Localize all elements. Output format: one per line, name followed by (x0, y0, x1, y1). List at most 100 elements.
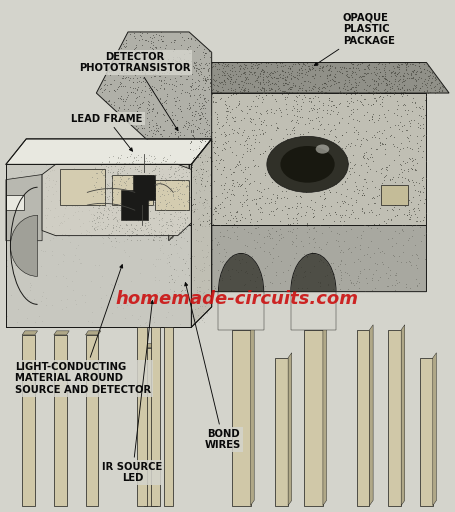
Point (134, 183, 141, 191)
Point (393, 271, 400, 280)
Point (407, 211, 415, 220)
Point (343, 89, 350, 97)
Point (139, 98, 146, 106)
Point (284, 80, 292, 89)
Point (150, 230, 157, 239)
Point (197, 115, 204, 123)
Point (430, 83, 437, 91)
Point (189, 101, 197, 109)
Point (347, 85, 354, 93)
Point (228, 113, 236, 121)
Point (272, 74, 279, 82)
Point (389, 140, 396, 148)
Point (106, 71, 113, 79)
Point (218, 83, 226, 91)
Point (234, 72, 242, 80)
Point (255, 222, 262, 230)
Point (93, 208, 101, 217)
Point (341, 75, 349, 83)
Point (273, 227, 280, 235)
Point (330, 120, 337, 129)
Point (192, 36, 199, 45)
Point (179, 172, 186, 180)
Point (122, 210, 130, 219)
Point (266, 230, 273, 238)
Point (235, 99, 243, 108)
Point (61, 251, 68, 259)
Point (251, 68, 258, 76)
Point (220, 77, 228, 86)
Point (214, 165, 221, 173)
Point (125, 232, 132, 240)
Point (134, 216, 142, 224)
Point (278, 234, 285, 242)
Point (201, 137, 208, 145)
Point (118, 55, 126, 63)
Point (386, 198, 393, 206)
Point (228, 105, 236, 114)
Point (155, 216, 162, 224)
Point (277, 148, 284, 157)
Point (105, 188, 112, 196)
Point (293, 107, 300, 115)
Point (232, 103, 239, 111)
Point (141, 194, 148, 202)
Point (206, 63, 213, 72)
Point (334, 163, 341, 172)
Point (168, 226, 175, 234)
Point (176, 227, 183, 236)
Point (293, 231, 300, 240)
Point (189, 154, 197, 162)
Point (192, 67, 200, 75)
Point (60, 272, 67, 281)
Point (391, 90, 398, 98)
Point (265, 83, 272, 92)
Point (129, 67, 136, 75)
Point (424, 87, 431, 95)
Point (158, 190, 166, 198)
Point (278, 87, 286, 95)
Point (379, 95, 386, 103)
Point (207, 79, 214, 87)
Point (192, 60, 199, 69)
Point (106, 80, 114, 88)
Point (214, 118, 222, 126)
Point (276, 236, 283, 244)
Point (169, 191, 177, 199)
Point (388, 205, 395, 214)
Point (306, 203, 313, 211)
Point (200, 125, 207, 133)
Point (145, 127, 152, 136)
Point (415, 179, 423, 187)
Point (215, 59, 222, 67)
Point (175, 185, 182, 193)
Point (301, 61, 308, 70)
Point (402, 63, 410, 71)
Point (308, 65, 315, 73)
Point (394, 62, 401, 70)
Point (413, 221, 420, 229)
Point (118, 164, 126, 173)
Point (171, 57, 178, 66)
Point (131, 45, 138, 53)
Point (428, 69, 435, 77)
Point (96, 220, 103, 228)
Point (424, 86, 431, 94)
Point (178, 226, 185, 234)
Point (384, 236, 391, 244)
Point (62, 274, 69, 282)
Point (151, 226, 158, 234)
Point (376, 141, 384, 150)
Point (187, 104, 194, 112)
Point (159, 125, 167, 134)
Point (241, 76, 248, 84)
Point (132, 111, 139, 119)
Point (259, 89, 267, 97)
Point (151, 82, 158, 91)
Point (165, 165, 172, 174)
Point (196, 93, 203, 101)
Point (184, 197, 191, 205)
Point (168, 121, 175, 129)
Point (220, 288, 227, 296)
Point (240, 65, 248, 73)
